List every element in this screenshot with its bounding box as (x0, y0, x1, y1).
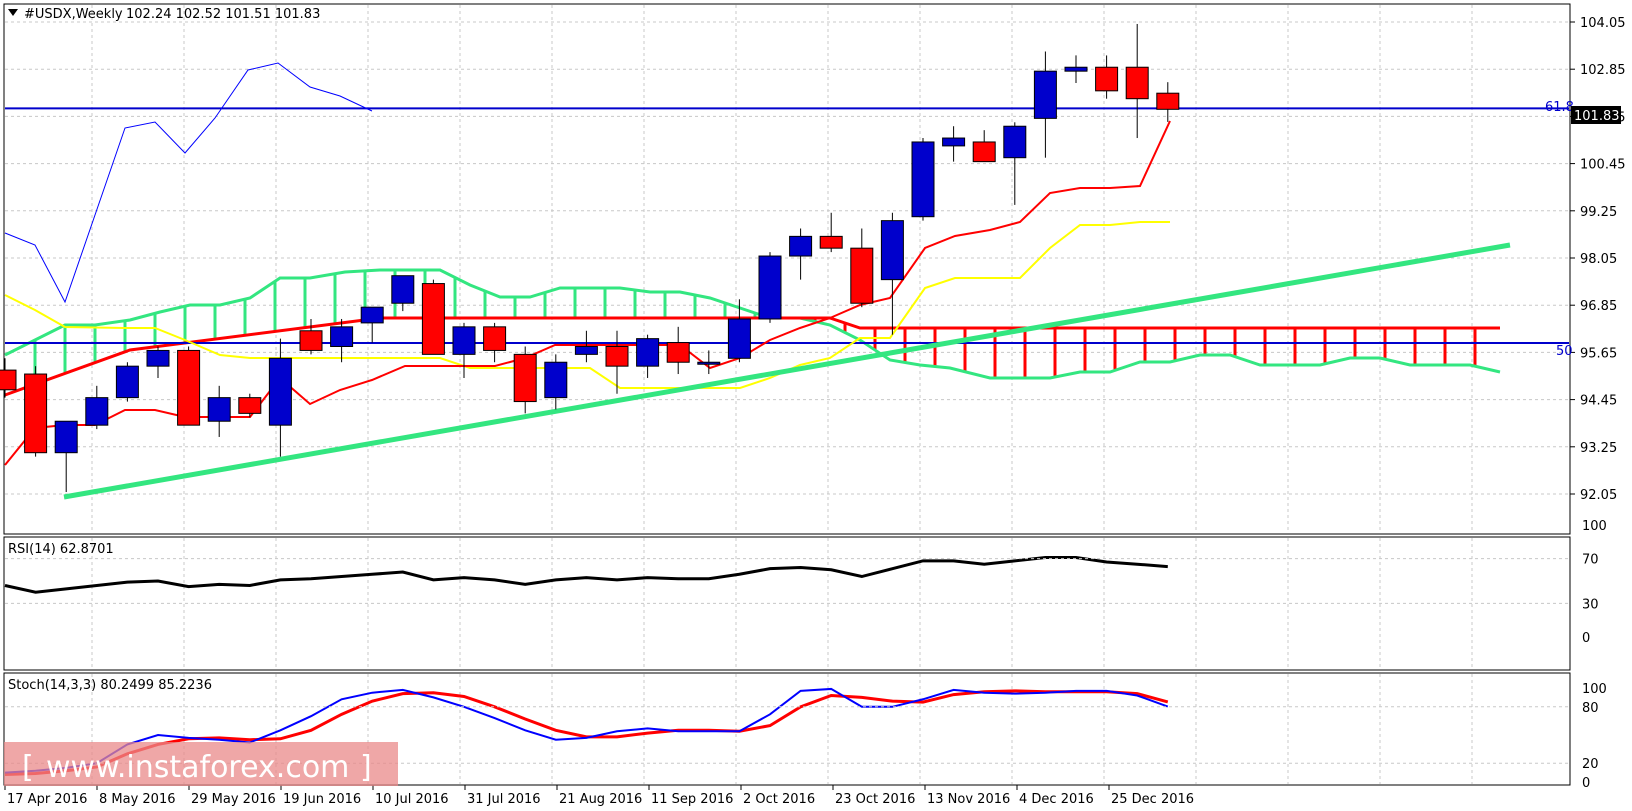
date-axis-label: 25 Dec 2016 (1111, 792, 1194, 807)
bull-candle (574, 346, 598, 355)
bear-candle (177, 349, 201, 426)
bull-candle (727, 318, 751, 359)
price-axis-label: 99.25 (1580, 205, 1617, 220)
date-axis-label: 13 Nov 2016 (927, 792, 1010, 807)
bull-candle (544, 361, 568, 399)
stoch-axis-label: 80 (1582, 701, 1599, 716)
bear-candle (238, 397, 262, 414)
price-axis-label: 94.45 (1580, 394, 1617, 409)
fib-50-label: 50 (1556, 344, 1573, 359)
price-axis-label: 95.65 (1580, 346, 1617, 361)
bull-candle (697, 361, 721, 365)
bull-candle (360, 306, 384, 324)
date-axis-label: 8 May 2016 (99, 792, 176, 807)
rsi-axis-label: 30 (1582, 597, 1599, 612)
bull-candle (942, 137, 966, 147)
date-axis-label: 19 Jun 2016 (283, 792, 361, 807)
bull-candle (391, 275, 415, 304)
bear-candle (513, 353, 537, 403)
trendline (63, 242, 1511, 500)
date-axis-label: 23 Oct 2016 (835, 792, 915, 807)
watermark-bracket-left: [ (22, 750, 34, 785)
price-axis-label: 100.45 (1580, 158, 1626, 173)
stoch-main-line (4, 687, 1169, 774)
price-axis-label: 102.85 (1580, 63, 1626, 78)
triangle-down-icon[interactable] (8, 9, 18, 16)
bull-candle (146, 349, 170, 367)
bear-candle (1095, 66, 1119, 92)
date-axis-label: 11 Sep 2016 (651, 792, 733, 807)
candlesticks (0, 23, 1180, 493)
watermark-text: www.instaforex.com (46, 750, 349, 785)
bull-candle (85, 397, 109, 426)
bull-candle (207, 397, 231, 422)
axis-labels: 104.05102.85101.65100.4599.2598.0596.859… (4, 16, 1626, 807)
current-price-value: 101.83 (1574, 109, 1620, 124)
date-axis-label: 21 Aug 2016 (559, 792, 642, 807)
indicator-lines (4, 62, 1569, 500)
date-axis-label: 4 Dec 2016 (1019, 792, 1094, 807)
bear-candle (483, 326, 507, 351)
bull-candle (789, 235, 813, 257)
bull-candle (54, 420, 78, 454)
date-axis-label: 29 May 2016 (191, 792, 276, 807)
symbol-title: #USDX,Weekly (24, 7, 123, 22)
date-axis-label: 17 Apr 2016 (7, 792, 87, 807)
stoch-axis-label: 0 (1582, 776, 1590, 791)
rsi-line (4, 555, 1168, 594)
bear-candle (666, 342, 690, 363)
rsi-axis-label: 100 (1582, 519, 1607, 534)
bear-candle (0, 369, 17, 391)
bear-candle (421, 283, 445, 355)
current-price-badge (1571, 106, 1621, 124)
bull-candle (452, 326, 476, 355)
bear-candle (299, 330, 323, 351)
chikou-span (4, 62, 373, 304)
price-axis-label: 92.05 (1580, 488, 1617, 503)
main-price-panel (3, 3, 1571, 535)
bear-candle (1125, 66, 1149, 100)
bear-candle (819, 235, 843, 249)
bull-candle (758, 255, 782, 320)
bull-candle (1003, 125, 1027, 159)
bear-candle (850, 247, 874, 304)
stoch-label: Stoch(14,3,3) 80.2499 85.2236 (8, 678, 212, 693)
fib-618-label: 61.8 (1545, 100, 1574, 115)
bull-candle (636, 338, 660, 367)
bull-candle (1064, 66, 1088, 72)
bear-candle (24, 373, 48, 454)
date-axis-label: 10 Jul 2016 (375, 792, 449, 807)
rsi-axis-label: 0 (1582, 631, 1590, 646)
watermark-bracket-right: ] (360, 750, 372, 785)
price-axis-label: 93.25 (1580, 441, 1617, 456)
kijun-sen (4, 221, 1170, 389)
price-axis-label: 104.05 (1580, 16, 1626, 31)
stoch-axis-label: 100 (1582, 682, 1607, 697)
bull-candle (330, 326, 354, 348)
senkou-span-b (4, 316, 1500, 397)
stoch-axis-label: 20 (1582, 757, 1599, 772)
bear-candle (1156, 92, 1180, 110)
price-axis-label: 96.85 (1580, 299, 1617, 314)
bull-candle (1033, 70, 1057, 119)
bull-candle (911, 141, 935, 218)
grid-lines (5, 5, 1569, 784)
watermark-box (4, 742, 398, 786)
price-axis-label: 98.05 (1580, 252, 1617, 267)
date-axis-label: 2 Oct 2016 (743, 792, 815, 807)
bear-candle (605, 346, 629, 367)
bear-candle (972, 141, 996, 163)
rsi-label: RSI(14) 62.8701 (8, 542, 114, 557)
bull-candle (268, 357, 292, 426)
ohlc-values: 102.24 102.52 101.51 101.83 (126, 7, 320, 22)
rsi-axis-label: 70 (1582, 553, 1599, 568)
bull-candle (880, 220, 904, 281)
date-axis-label: 31 Jul 2016 (467, 792, 541, 807)
bull-candle (115, 365, 139, 399)
